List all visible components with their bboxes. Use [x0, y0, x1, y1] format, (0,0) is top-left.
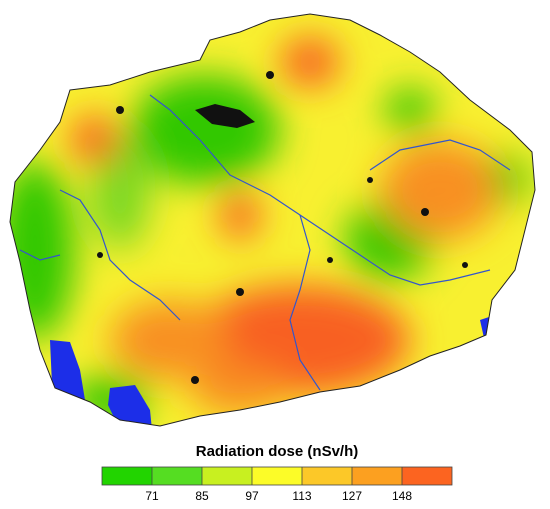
tick-label: 97 [245, 489, 259, 503]
color-segment [302, 467, 352, 485]
color-segment [402, 467, 452, 485]
city-markers [97, 71, 468, 384]
rivers [19, 94, 511, 391]
dose-map [10, 14, 535, 426]
border [9, 13, 536, 427]
color-segment [102, 467, 152, 485]
colorbar-frame [101, 466, 453, 486]
color-segment [252, 467, 302, 485]
tick-label: 85 [195, 489, 209, 503]
legend-title: Radiation dose (nSv/h) [196, 443, 359, 460]
tick-label: 71 [145, 489, 159, 503]
color-segment [202, 467, 252, 485]
tick-label: 127 [342, 489, 362, 503]
lake [50, 340, 85, 405]
tick-label: 113 [292, 489, 311, 503]
color-segment [352, 467, 402, 485]
color-segment [152, 467, 202, 485]
lake [108, 385, 152, 426]
tick-label: 148 [392, 489, 412, 503]
colorbar: 71 85 97 113 127 148 [101, 466, 453, 503]
